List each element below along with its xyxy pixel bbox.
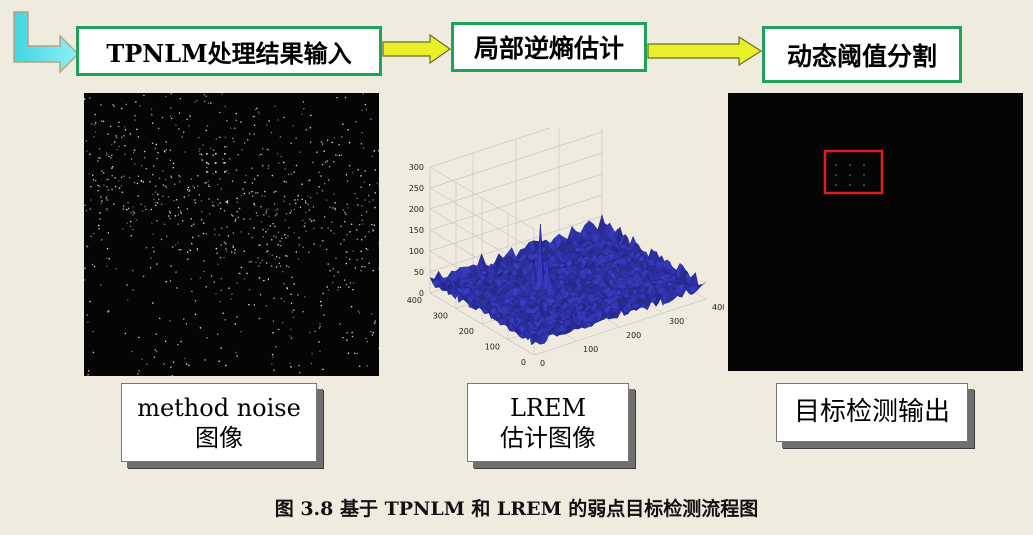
l-shaped-arrow-icon (13, 11, 80, 74)
y-tick-label: 0 (521, 358, 526, 367)
z-tick-label: 150 (409, 226, 424, 235)
caption-detection-output: 目标检测输出 (776, 383, 968, 442)
step-label: 动态阈值分割 (786, 41, 937, 71)
method-noise-image (84, 93, 379, 376)
y-tick-label: 200 (459, 327, 474, 336)
z-tick-label: 300 (409, 163, 424, 172)
x-tick-label: 400 (712, 303, 724, 312)
x-tick-label: 300 (669, 317, 684, 326)
caption-line: 估计图像 (500, 423, 596, 452)
step-local-entropy-estimate: 局部逆熵估计 (451, 22, 647, 72)
y-tick-label: 400 (407, 296, 422, 305)
x-tick-label: 200 (626, 331, 641, 340)
caption-line: LREM (509, 393, 587, 422)
caption-line: method noise (137, 393, 301, 422)
caption-line: 目标检测输出 (793, 397, 950, 428)
figure-caption: 图 3.8 基于 TPNLM 和 LREM 的弱点目标检测流程图 (274, 498, 759, 520)
lrem-surface-plot: 0501001502002503000100200300400010020030… (407, 128, 724, 368)
detection-output-image (728, 93, 1023, 371)
step-dynamic-threshold: 动态阈值分割 (762, 26, 962, 83)
y-tick-label: 300 (433, 312, 448, 321)
step-tpnlm-input: TPNLM处理结果输入 (76, 26, 382, 76)
z-tick-label: 100 (409, 247, 424, 256)
right-arrow-icon (382, 34, 452, 64)
right-arrow-icon (647, 36, 763, 66)
dim-point-targets (834, 163, 866, 187)
caption-line: 图像 (195, 423, 243, 452)
y-tick-label: 100 (485, 343, 500, 352)
caption-lrem: LREM 估计图像 (467, 383, 629, 462)
z-tick-label: 50 (414, 268, 424, 277)
z-tick-label: 250 (409, 184, 424, 193)
step-label: TPNLM处理结果输入 (106, 38, 352, 68)
z-tick-label: 200 (409, 205, 424, 214)
z-tick-label: 0 (419, 289, 424, 298)
caption-method-noise: method noise 图像 (121, 383, 317, 462)
detection-box (823, 149, 884, 195)
step-label: 局部逆熵估计 (473, 34, 624, 63)
x-tick-label: 100 (583, 345, 598, 354)
x-tick-label: 0 (540, 359, 545, 368)
